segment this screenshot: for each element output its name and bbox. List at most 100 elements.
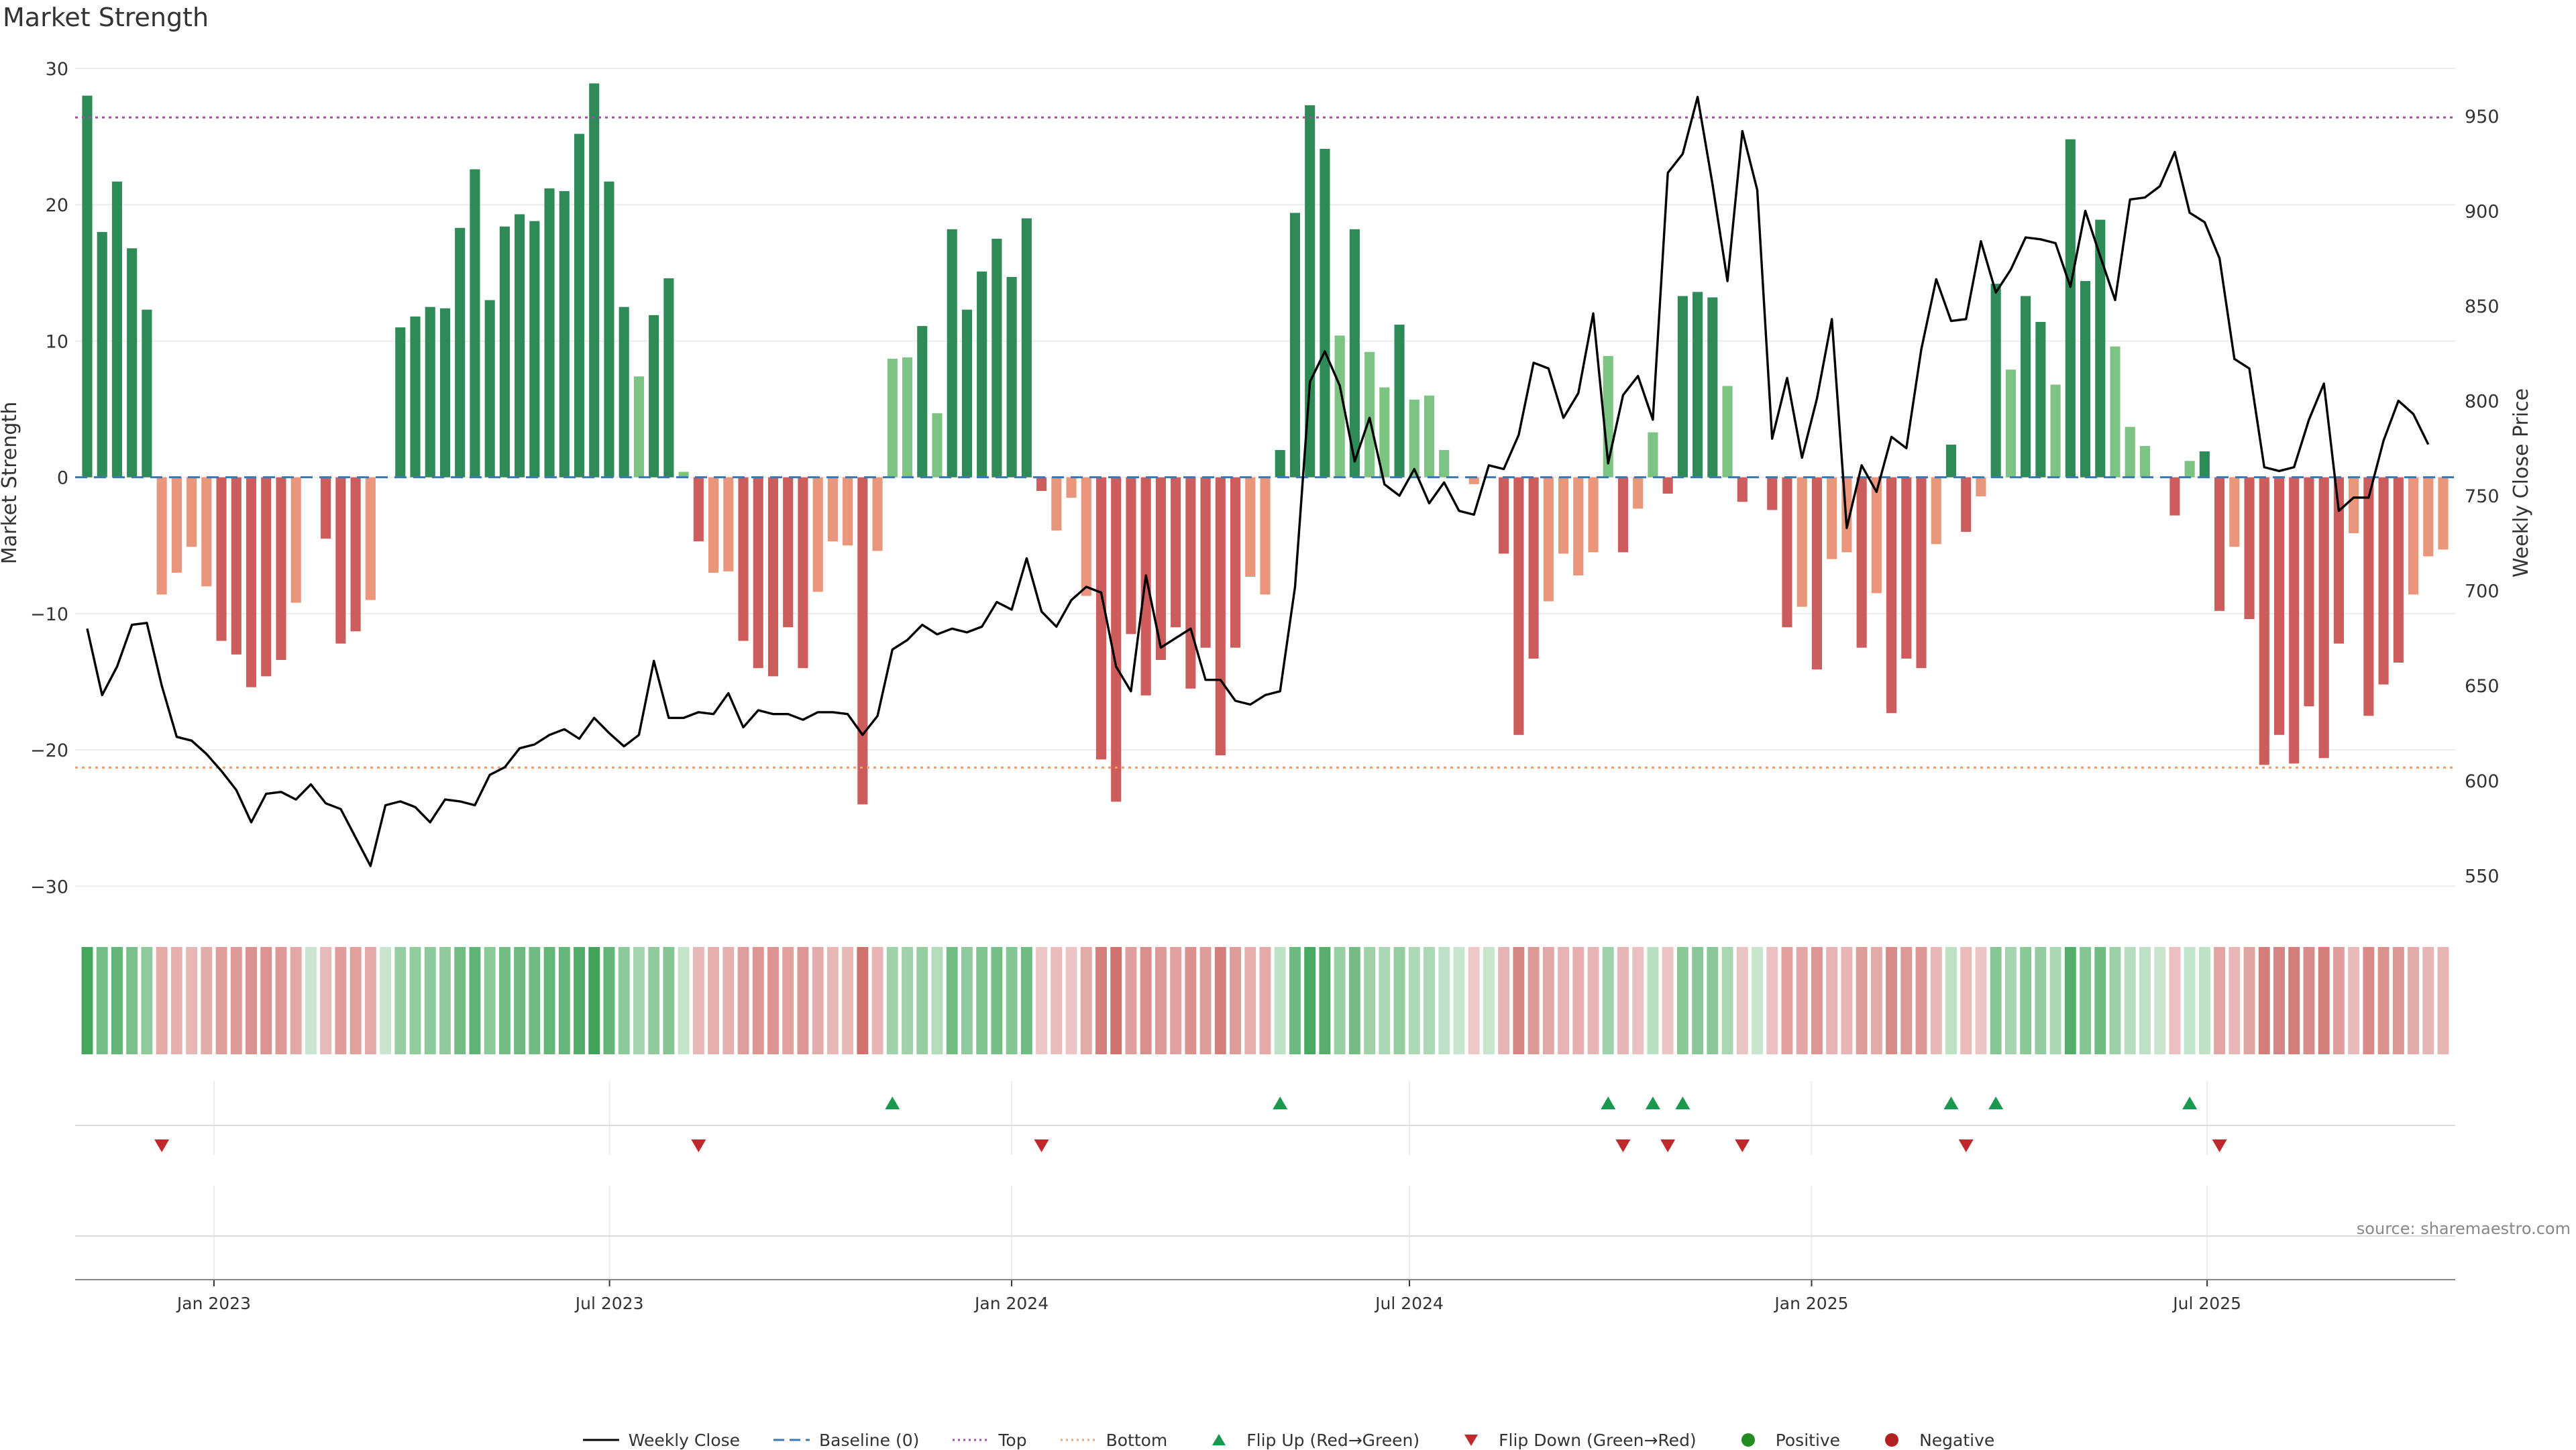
- heat-cell: [1766, 947, 1778, 1054]
- heat-cell: [1274, 947, 1286, 1054]
- heat-cell: [2318, 947, 2330, 1054]
- heat-cell: [1244, 947, 1256, 1054]
- strength-bar: [812, 477, 823, 592]
- strength-bar: [708, 477, 719, 573]
- heat-cell: [678, 947, 690, 1054]
- legend-item-positive: Positive: [1729, 1431, 1840, 1450]
- heat-cell: [603, 947, 615, 1054]
- legend-swatch-baseline-icon: [773, 1439, 810, 1441]
- heat-cell: [186, 947, 198, 1054]
- y-tick-label: −10: [30, 604, 68, 625]
- strength-bar: [723, 477, 734, 571]
- strength-bar: [1513, 477, 1524, 735]
- strength-bar: [290, 477, 301, 603]
- strength-bar: [1051, 477, 1062, 531]
- x-tick-label: Jan 2025: [1773, 1294, 1848, 1313]
- flip-up-marker: [1675, 1097, 1690, 1109]
- heat-cell: [1841, 947, 1853, 1054]
- strength-bar: [559, 190, 570, 478]
- strength-bar: [350, 477, 361, 632]
- y-tick-label: −20: [30, 740, 68, 761]
- flip-up-marker: [885, 1097, 900, 1109]
- strength-bar: [2035, 322, 2046, 478]
- heat-cell: [1886, 947, 1898, 1054]
- legend-swatch-close-icon: [582, 1439, 619, 1441]
- strength-bar: [1811, 477, 1822, 670]
- strength-bar: [1111, 477, 1122, 802]
- strength-bar: [767, 477, 779, 677]
- legend-item-bottom: Bottom: [1059, 1431, 1167, 1450]
- heat-cell: [812, 947, 824, 1054]
- strength-bar: [1215, 477, 1226, 756]
- strength-bar: [1379, 387, 1390, 478]
- weekly-close-line: [86, 95, 2430, 867]
- strength-bar: [2021, 296, 2031, 478]
- strength-bar: [395, 327, 406, 478]
- strength-bar: [142, 309, 152, 478]
- strength-bar: [1245, 477, 1256, 577]
- strength-bar: [2349, 477, 2359, 533]
- heat-cell: [708, 947, 720, 1054]
- heat-cell: [2258, 947, 2270, 1054]
- strength-bar: [1334, 335, 1345, 478]
- strength-bar: [1140, 477, 1151, 695]
- y2-tick-label: 850: [2465, 296, 2500, 317]
- flip-up-marker: [1601, 1097, 1616, 1109]
- strength-bar: [1394, 325, 1405, 478]
- strength-bar: [1439, 450, 1450, 478]
- strength-bar: [633, 376, 644, 478]
- legend-label: Positive: [1775, 1430, 1841, 1450]
- strength-bar: [1976, 477, 1986, 497]
- strength-bar: [2184, 461, 2195, 478]
- strength-bar: [410, 316, 421, 478]
- strength-bar: [589, 83, 600, 478]
- heat-cell: [961, 947, 973, 1054]
- strength-bar: [261, 477, 272, 677]
- strength-bar: [97, 231, 107, 478]
- heat-cell: [1707, 947, 1719, 1054]
- heat-cell: [633, 947, 645, 1054]
- strength-bar: [857, 477, 868, 805]
- y-tick-label: 20: [46, 195, 68, 216]
- strength-bar: [1275, 450, 1285, 478]
- strength-bar: [1230, 477, 1241, 648]
- legend-item-close: Weekly Close: [582, 1431, 740, 1450]
- flip-down-marker: [1615, 1139, 1631, 1152]
- heat-cell: [1975, 947, 1987, 1054]
- strength-bar: [186, 477, 197, 547]
- heat-cell: [752, 947, 764, 1054]
- strength-bar: [2214, 477, 2225, 611]
- strength-bar: [1856, 477, 1867, 648]
- strength-bar: [1185, 477, 1196, 689]
- strength-bar: [991, 239, 1002, 478]
- strength-bar: [2438, 477, 2449, 550]
- y-tick-label: −30: [30, 877, 68, 897]
- y2-tick-label: 600: [2465, 771, 2500, 792]
- strength-bar: [455, 227, 466, 478]
- heat-cell: [2348, 947, 2360, 1054]
- strength-bar: [2095, 219, 2106, 478]
- x-tick-label: Jan 2023: [176, 1294, 251, 1313]
- strength-bar: [649, 315, 659, 478]
- x-tick-label: Jul 2024: [1374, 1294, 1444, 1313]
- flip-up-marker: [1645, 1097, 1660, 1109]
- heat-cell: [409, 947, 421, 1054]
- heat-cell: [2377, 947, 2390, 1054]
- heat-cell: [1185, 947, 1197, 1054]
- strength-bar: [156, 477, 167, 595]
- heat-cell: [1632, 947, 1644, 1054]
- heat-cell: [96, 947, 108, 1054]
- y-tick-label: 30: [46, 59, 68, 80]
- strength-bar: [783, 477, 794, 628]
- heat-cell: [2408, 947, 2419, 1054]
- y2-tick-label: 950: [2465, 107, 2500, 127]
- heat-cell: [1051, 947, 1063, 1054]
- heat-cell: [1752, 947, 1763, 1054]
- strength-bar: [872, 477, 883, 551]
- heat-cell: [2049, 947, 2061, 1054]
- heat-cell: [1259, 947, 1271, 1054]
- heat-cell: [1036, 947, 1048, 1054]
- strength-bar: [1931, 477, 1941, 545]
- heat-cell: [1513, 947, 1525, 1054]
- strength-bar: [1945, 444, 1957, 478]
